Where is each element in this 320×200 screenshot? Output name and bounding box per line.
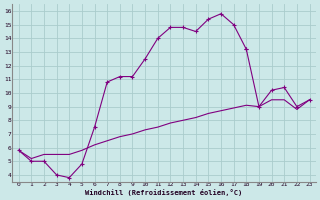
- X-axis label: Windchill (Refroidissement éolien,°C): Windchill (Refroidissement éolien,°C): [85, 189, 243, 196]
